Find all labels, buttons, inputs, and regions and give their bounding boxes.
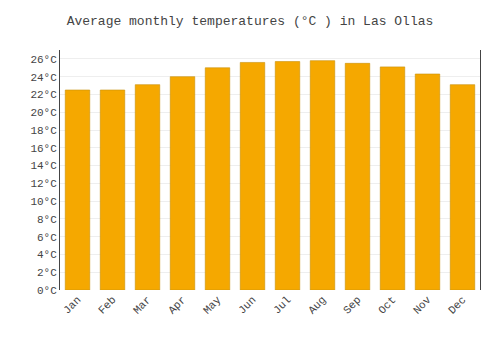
- svg-text:Jan: Jan: [61, 294, 83, 316]
- svg-text:Aug: Aug: [306, 294, 328, 316]
- svg-text:Sep: Sep: [341, 294, 363, 316]
- svg-text:Jul: Jul: [271, 294, 293, 316]
- svg-text:24°C: 24°C: [30, 72, 57, 84]
- svg-text:18°C: 18°C: [30, 125, 57, 137]
- svg-text:Average monthly temperatures (: Average monthly temperatures (°C ) in La…: [67, 14, 434, 29]
- svg-text:10°C: 10°C: [30, 196, 57, 208]
- svg-text:0°C: 0°C: [37, 285, 57, 297]
- svg-text:14°C: 14°C: [30, 160, 57, 172]
- svg-text:Oct: Oct: [376, 294, 398, 316]
- svg-text:26°C: 26°C: [30, 54, 57, 66]
- svg-text:6°C: 6°C: [37, 232, 57, 244]
- svg-text:Nov: Nov: [411, 294, 434, 317]
- svg-text:20°C: 20°C: [30, 107, 57, 119]
- svg-text:May: May: [201, 294, 224, 317]
- svg-text:4°C: 4°C: [37, 249, 57, 261]
- svg-text:16°C: 16°C: [30, 143, 57, 155]
- svg-text:Mar: Mar: [131, 294, 153, 316]
- svg-text:Feb: Feb: [96, 294, 118, 316]
- svg-text:22°C: 22°C: [30, 89, 57, 101]
- svg-text:Apr: Apr: [166, 294, 188, 316]
- svg-text:8°C: 8°C: [37, 214, 57, 226]
- svg-text:2°C: 2°C: [37, 267, 57, 279]
- svg-text:12°C: 12°C: [30, 178, 57, 190]
- svg-text:Jun: Jun: [236, 294, 258, 316]
- svg-text:Dec: Dec: [446, 294, 468, 316]
